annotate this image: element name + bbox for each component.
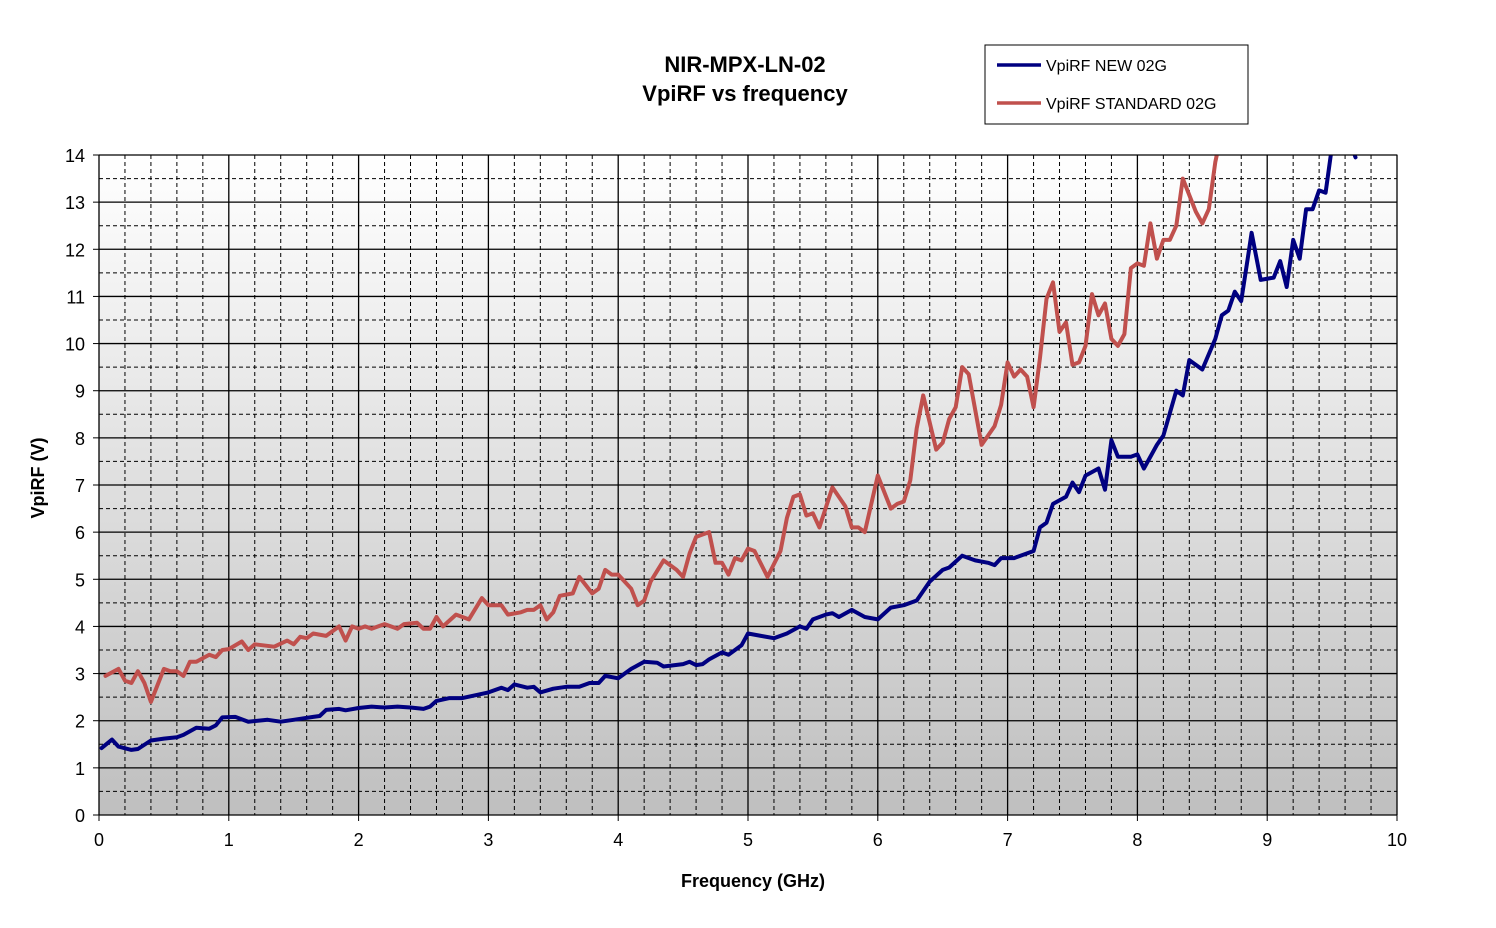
legend-label-new: VpiRF NEW 02G: [1046, 58, 1167, 75]
y-tick-label: 14: [65, 146, 85, 166]
x-tick-label: 9: [1262, 830, 1272, 850]
legend-label-standard: VpiRF STANDARD 02G: [1046, 96, 1216, 113]
y-tick-label: 3: [75, 665, 85, 685]
y-tick-label: 0: [75, 806, 85, 826]
x-tick-label: 5: [743, 830, 753, 850]
x-tick-label: 6: [873, 830, 883, 850]
x-tick-label: 1: [224, 830, 234, 850]
series-line-1: [103, 155, 1219, 704]
y-tick-label: 9: [75, 382, 85, 402]
x-tick-label: 2: [354, 830, 364, 850]
y-tick-label: 11: [66, 287, 85, 307]
chart-title-line1: NIR-MPX-LN-02: [664, 52, 825, 77]
y-tick-label: 2: [75, 712, 85, 732]
y-tick-label: 8: [75, 429, 85, 449]
x-tick-label: 3: [483, 830, 493, 850]
y-axis-label: VpiRF (V): [28, 438, 48, 519]
series-group: [99, 155, 1358, 752]
x-tick-label: 7: [1003, 830, 1013, 850]
y-tick-label: 13: [65, 193, 85, 213]
legend-box: [984, 44, 1249, 125]
y-tick-label: 1: [75, 759, 85, 779]
y-tick-label: 6: [75, 523, 85, 543]
y-tick-label: 10: [65, 335, 85, 355]
x-tick-label: 0: [94, 830, 104, 850]
x-tick-label: 10: [1387, 830, 1407, 850]
x-axis: 0 1 2 3 4 5 6 7 8 9 10: [94, 815, 1407, 850]
series-line-0: [99, 155, 1358, 752]
y-tick-label: 4: [75, 617, 85, 637]
legend: VpiRF NEW 02G VpiRF STANDARD 02G: [984, 44, 1249, 125]
x-axis-label: Frequency (GHz): [681, 871, 825, 891]
chart-title-line2: VpiRF vs frequency: [642, 81, 848, 106]
y-tick-label: 5: [75, 570, 85, 590]
y-tick-label: 7: [75, 476, 85, 496]
x-tick-label: 4: [613, 830, 623, 850]
y-tick-label: 12: [65, 240, 85, 260]
x-tick-label: 8: [1132, 830, 1142, 850]
